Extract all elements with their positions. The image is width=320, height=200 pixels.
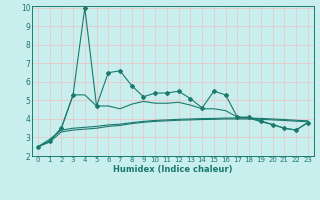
X-axis label: Humidex (Indice chaleur): Humidex (Indice chaleur) (113, 165, 233, 174)
